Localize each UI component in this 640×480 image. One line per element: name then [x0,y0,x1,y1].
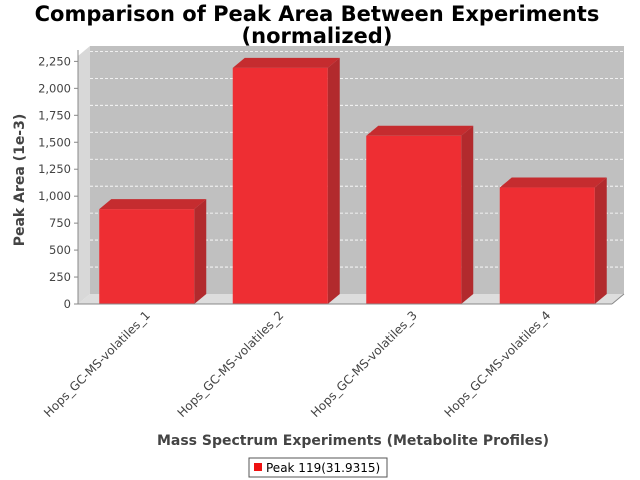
y-tick-label: 500 [49,243,71,257]
y-tick-label: 1,250 [38,162,71,176]
bar [366,135,462,304]
y-tick-label: 2,000 [38,81,71,95]
axes [77,50,625,305]
y-tick-label: 750 [49,216,71,230]
y-tick-label: 1,500 [38,135,71,149]
x-category-label: Hops_GC-MS-volatiles_1 [41,308,153,420]
bars [99,57,607,304]
bar-top [232,57,340,68]
bar-top [499,177,607,188]
y-axis-label: Peak Area (1e-3) [12,114,28,247]
bar [499,187,595,304]
x-category-label: Hops_GC-MS-volatiles_3 [308,308,420,420]
bar-side [594,177,607,304]
x-axis-label: Mass Spectrum Experiments (Metabolite Pr… [157,433,549,449]
bar-side [194,199,207,304]
chart-title-line-2: (normalized) [242,24,393,48]
legend-label: Peak 119(31.9315) [266,461,380,475]
bar-top [366,125,474,136]
legend: Peak 119(31.9315) [248,457,388,478]
legend-swatch [254,463,262,471]
x-tick-labels: Hops_GC-MS-volatiles_1 Hops_GC-MS-volatil… [41,308,553,420]
y-tick-label: 1,000 [38,189,71,203]
bar-top [99,199,207,210]
plot-left-wall [78,46,90,304]
bar [232,67,328,304]
plot-floor [78,294,624,304]
y-tick-label: 1,750 [38,108,71,122]
bar [99,209,195,304]
bar-side [327,57,340,304]
y-tick-labels: 0 250 500 750 1,000 1,250 1,500 1,750 2,000 2,250 [38,54,78,311]
legend-box [248,457,388,478]
chart-title-line-1: Comparison of Peak Area Between Experime… [35,2,600,26]
y-tick-label: 250 [49,270,71,284]
y-tick-label: 0 [64,297,71,311]
x-axis-depth-line [611,293,625,305]
y-tick-label: 2,250 [38,54,71,68]
bar-side [461,125,474,304]
x-category-label: Hops_GC-MS-volatiles_4 [442,308,554,420]
x-category-label: Hops_GC-MS-volatiles_2 [175,308,287,420]
